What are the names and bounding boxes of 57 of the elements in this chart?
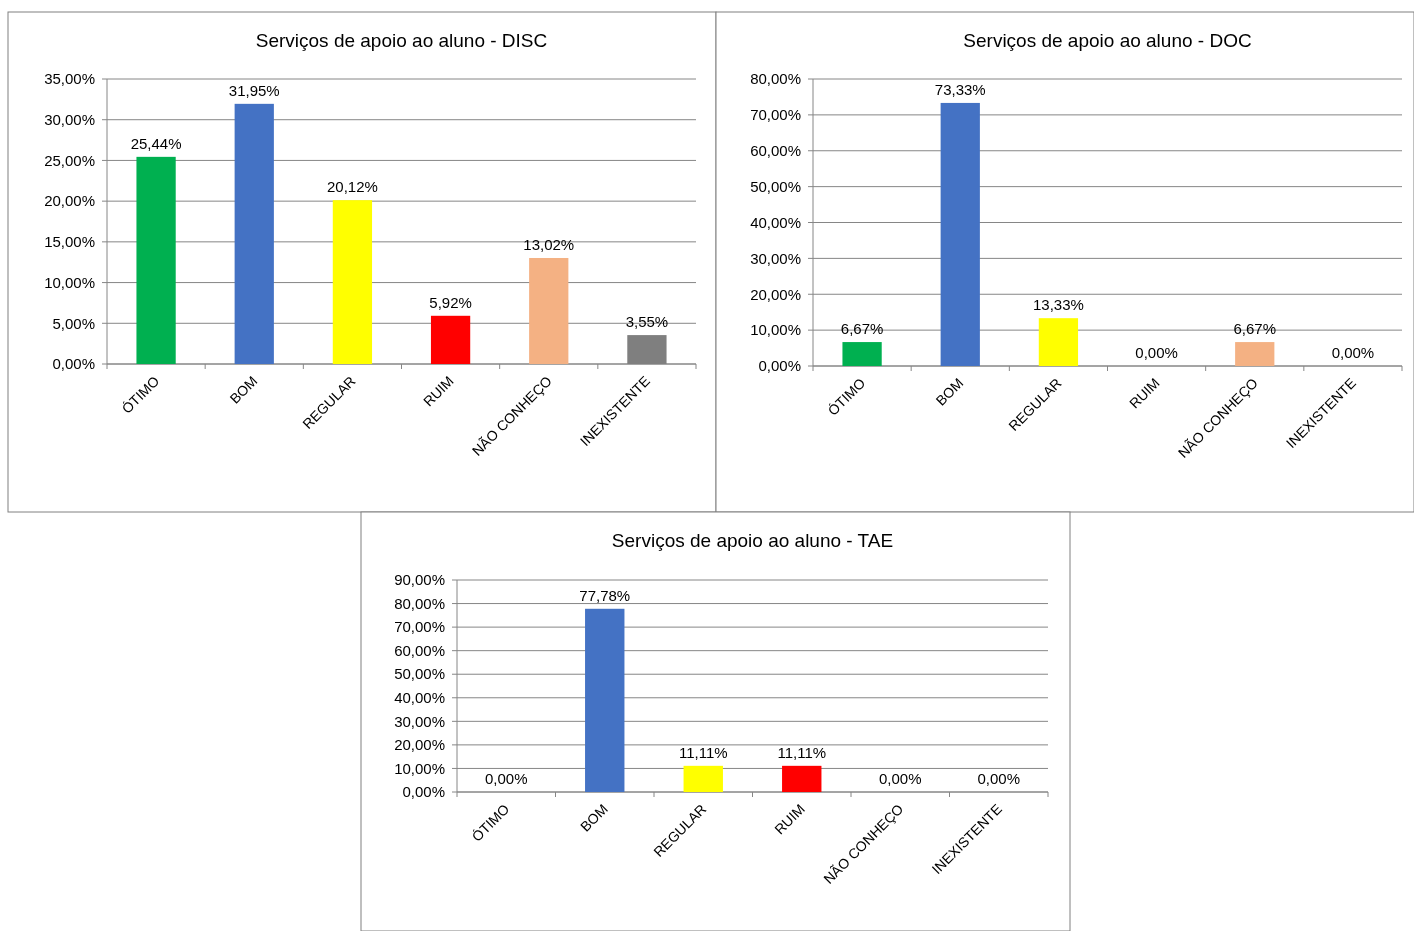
- data-label: 3,55%: [625, 313, 669, 331]
- y-tick-label: 60,00%: [394, 641, 445, 659]
- y-tick-label: 30,00%: [44, 110, 95, 128]
- bar: [529, 257, 569, 364]
- y-tick-label: 20,00%: [750, 285, 801, 303]
- chart-title: Serviços de apoio ao aluno - DISC: [255, 30, 548, 51]
- data-label: 73,33%: [934, 80, 986, 98]
- y-tick-label: 90,00%: [394, 571, 445, 589]
- y-tick-label: 50,00%: [394, 665, 445, 683]
- chart-title: Serviços de apoio ao aluno - DOC: [963, 30, 1252, 51]
- data-label: 6,67%: [840, 320, 884, 338]
- y-tick-label: 0,00%: [402, 783, 445, 801]
- y-tick-label: 10,00%: [394, 759, 445, 777]
- data-label: 11,11%: [678, 743, 728, 761]
- bar: [430, 315, 471, 364]
- data-label: 0,00%: [484, 770, 528, 787]
- y-tick-label: 10,00%: [750, 321, 801, 339]
- y-tick-label: 80,00%: [750, 70, 801, 88]
- y-tick-label: 40,00%: [750, 213, 801, 231]
- y-tick-label: 20,00%: [44, 192, 95, 210]
- y-tick-label: 80,00%: [394, 594, 445, 612]
- data-label: 0,00%: [977, 770, 1021, 787]
- y-tick-label: 0,00%: [758, 357, 801, 375]
- bar: [842, 342, 882, 366]
- bar: [136, 156, 176, 364]
- y-tick-label: 30,00%: [750, 249, 801, 267]
- y-tick-label: 35,00%: [44, 70, 95, 88]
- y-tick-label: 50,00%: [750, 177, 801, 195]
- data-label: 77,78%: [579, 586, 631, 604]
- chart-title: Serviços de apoio ao aluno - TAE: [611, 530, 894, 551]
- y-tick-label: 30,00%: [394, 712, 445, 730]
- data-label: 0,00%: [1331, 344, 1375, 361]
- y-tick-label: 70,00%: [394, 618, 445, 636]
- data-label: 0,00%: [1135, 344, 1178, 361]
- y-tick-label: 10,00%: [44, 273, 95, 291]
- y-tick-label: 0,00%: [52, 355, 95, 373]
- y-tick-label: 20,00%: [394, 736, 445, 754]
- data-label: 25,44%: [130, 134, 182, 152]
- data-label: 13,02%: [523, 235, 575, 253]
- bar: [1235, 342, 1275, 366]
- bar: [940, 102, 980, 366]
- y-tick-label: 25,00%: [44, 151, 95, 169]
- bar: [1038, 318, 1079, 366]
- data-label: 13,33%: [1032, 296, 1084, 314]
- data-label: 11,11%: [777, 743, 827, 761]
- bar: [234, 103, 274, 364]
- bar: [332, 200, 373, 364]
- data-label: 20,12%: [326, 178, 378, 196]
- y-tick-label: 70,00%: [750, 106, 801, 124]
- y-tick-label: 60,00%: [750, 142, 801, 159]
- data-label: 31,95%: [228, 81, 280, 99]
- data-label: 6,67%: [1233, 320, 1277, 338]
- y-tick-label: 15,00%: [44, 233, 95, 251]
- y-tick-label: 40,00%: [394, 689, 445, 707]
- data-label: 0,00%: [878, 770, 922, 787]
- y-tick-label: 5,00%: [52, 314, 95, 332]
- data-label: 5,92%: [429, 293, 472, 311]
